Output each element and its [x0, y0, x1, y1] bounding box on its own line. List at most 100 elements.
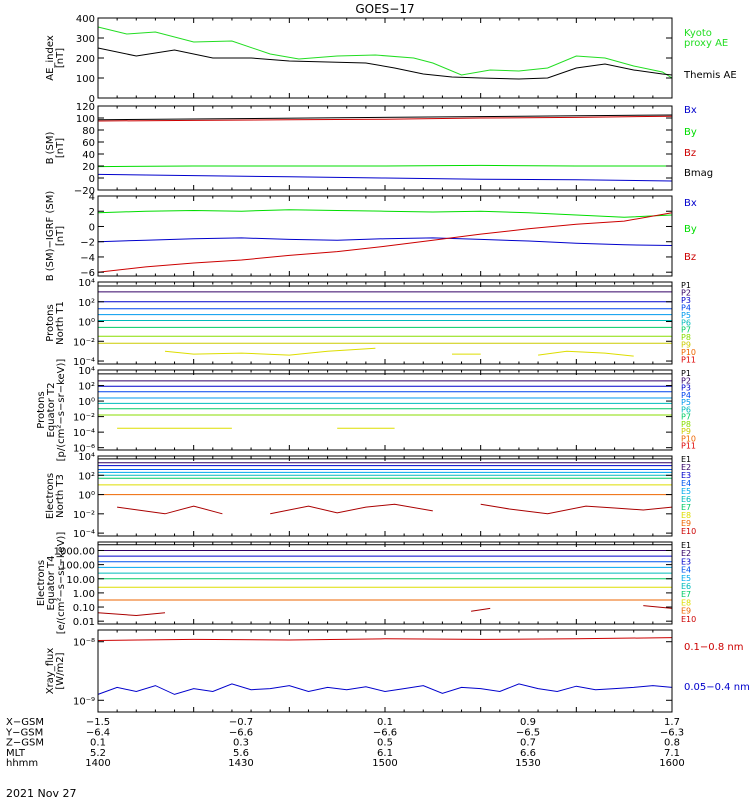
channel-label: P8 — [681, 420, 691, 429]
y-tick-label: 120 — [76, 102, 95, 113]
fragment-line-4-3 — [538, 350, 634, 357]
footer-value: 0.7 — [520, 738, 536, 749]
footer-value: 1400 — [85, 758, 110, 769]
panel-5: 10⁻⁶ 10⁻⁴ 10⁻² 10⁰ 10² 10⁴ Protons Equator T2 [p… — [36, 359, 696, 462]
y-axis-label: Protons — [45, 304, 56, 341]
series-line-3-3 — [97, 212, 673, 273]
y-tick-label: 1000.00 — [54, 546, 95, 557]
date-label: 2021 Nov 27 — [6, 787, 76, 800]
y-axis-label: [nT] — [55, 48, 66, 68]
channel-label: P4 — [681, 391, 691, 400]
series-line-2-4 — [97, 114, 673, 121]
channel-label: E6 — [681, 495, 691, 504]
y-axis-label: AE_index — [45, 35, 56, 81]
y-tick-label: 200 — [76, 54, 95, 65]
y-tick-label: 10⁴ — [78, 452, 95, 463]
panel-frame-5 — [97, 369, 673, 451]
channel-label: E9 — [681, 519, 691, 528]
footer-value: 0.1 — [90, 738, 106, 749]
channel-label: P1 — [681, 369, 691, 378]
y-axis-label: North T1 — [55, 301, 66, 345]
channel-label: P7 — [681, 413, 691, 422]
fragment-line-6-1 — [117, 505, 223, 515]
panel-frame-7 — [97, 541, 673, 625]
fragment-line-7-1 — [97, 612, 166, 617]
footer-value: −6.5 — [516, 727, 540, 738]
y-axis-label: Xray_flux — [45, 648, 56, 695]
footer-row-label: Z−GSM — [6, 738, 44, 749]
series-line-1-2 — [97, 47, 673, 80]
panel-frame-1 — [97, 17, 673, 99]
y-tick-label: 10⁻² — [73, 337, 95, 348]
legend-label: proxy AE — [684, 38, 728, 49]
channel-label: E9 — [681, 607, 691, 616]
fragment-line-4-1 — [164, 347, 376, 356]
footer-value: 0.9 — [520, 717, 536, 728]
y-tick-label: −20 — [74, 186, 95, 197]
panel-frame-8 — [97, 629, 673, 713]
y-axis-label: B (SM) — [45, 131, 56, 164]
y-tick-label: 10⁻⁶ — [73, 444, 95, 455]
y-tick-label: 300 — [76, 34, 95, 45]
channel-label: P2 — [681, 376, 691, 385]
fragment-line-6-3 — [480, 503, 673, 515]
y-axis-label: Electrons — [36, 560, 47, 606]
legend-label: Bz — [684, 252, 696, 263]
series-line-8-1 — [97, 637, 673, 641]
y-tick-label: 100.00 — [60, 561, 95, 572]
y-tick-label: −4 — [80, 253, 95, 264]
y-axis-label: [nT] — [55, 138, 66, 158]
y-tick-label: 10² — [78, 298, 95, 309]
y-tick-label: 100 — [76, 114, 95, 125]
y-tick-label: 0 — [89, 174, 95, 185]
channel-label: E1 — [681, 455, 691, 464]
chart-title: GOES−17 — [355, 2, 414, 16]
channel-label: E8 — [681, 511, 691, 520]
channel-label: E1 — [681, 541, 691, 550]
y-tick-label: 10.00 — [66, 575, 95, 586]
y-tick-label: −6 — [80, 268, 95, 279]
y-tick-label: 80 — [82, 126, 95, 137]
channel-label: P9 — [681, 341, 691, 350]
channel-label: E3 — [681, 557, 691, 566]
channel-label: P10 — [681, 348, 696, 357]
channel-label: E10 — [681, 527, 696, 536]
footer-value: 1530 — [515, 758, 540, 769]
channel-label: P9 — [681, 427, 691, 436]
channel-label: P4 — [681, 303, 691, 312]
channel-label: E2 — [681, 549, 691, 558]
channel-label: E10 — [681, 615, 696, 624]
y-axis-label: Equator T4 — [46, 556, 57, 611]
legend-label: Themis AE — [683, 70, 737, 81]
y-axis-label: [p/(cm²−s−sr−keV)] — [56, 359, 67, 462]
y-axis-label: [W/m2] — [55, 652, 66, 689]
footer-value: −6.6 — [373, 727, 397, 738]
legend-label: Bx — [684, 198, 697, 209]
series-line-2-1 — [97, 173, 673, 182]
channel-label: P2 — [681, 288, 691, 297]
y-tick-label: 0.01 — [73, 617, 95, 628]
y-tick-label: 0 — [89, 94, 95, 105]
legend-label: Bmag — [684, 168, 713, 179]
legend-label: 0.1−0.8 nm — [684, 642, 743, 653]
footer-value: −6.4 — [86, 727, 110, 738]
y-axis-label: [nT] — [55, 226, 66, 246]
footer-value: 5.6 — [233, 748, 249, 759]
y-tick-label: 0.10 — [73, 603, 95, 614]
channel-label: E5 — [681, 487, 691, 496]
footer-value: −6.3 — [660, 727, 684, 738]
legend-label: By — [684, 127, 697, 138]
y-tick-label: 10⁰ — [78, 491, 95, 502]
y-tick-label: 10⁰ — [78, 318, 95, 329]
channel-label: P7 — [681, 326, 691, 335]
position-footer: X−GSM −1.5 −0.7 0.1 0.9 1.7 Y−GSM −6.4 −6.6 −6.6 −… — [5, 717, 685, 769]
series-line-3-2 — [97, 209, 673, 218]
y-tick-label: 10² — [78, 471, 95, 482]
footer-value: 5.2 — [90, 748, 106, 759]
y-tick-label: 10⁻² — [73, 510, 95, 521]
panel-frame-6 — [97, 455, 673, 537]
channel-label: E3 — [681, 471, 691, 480]
